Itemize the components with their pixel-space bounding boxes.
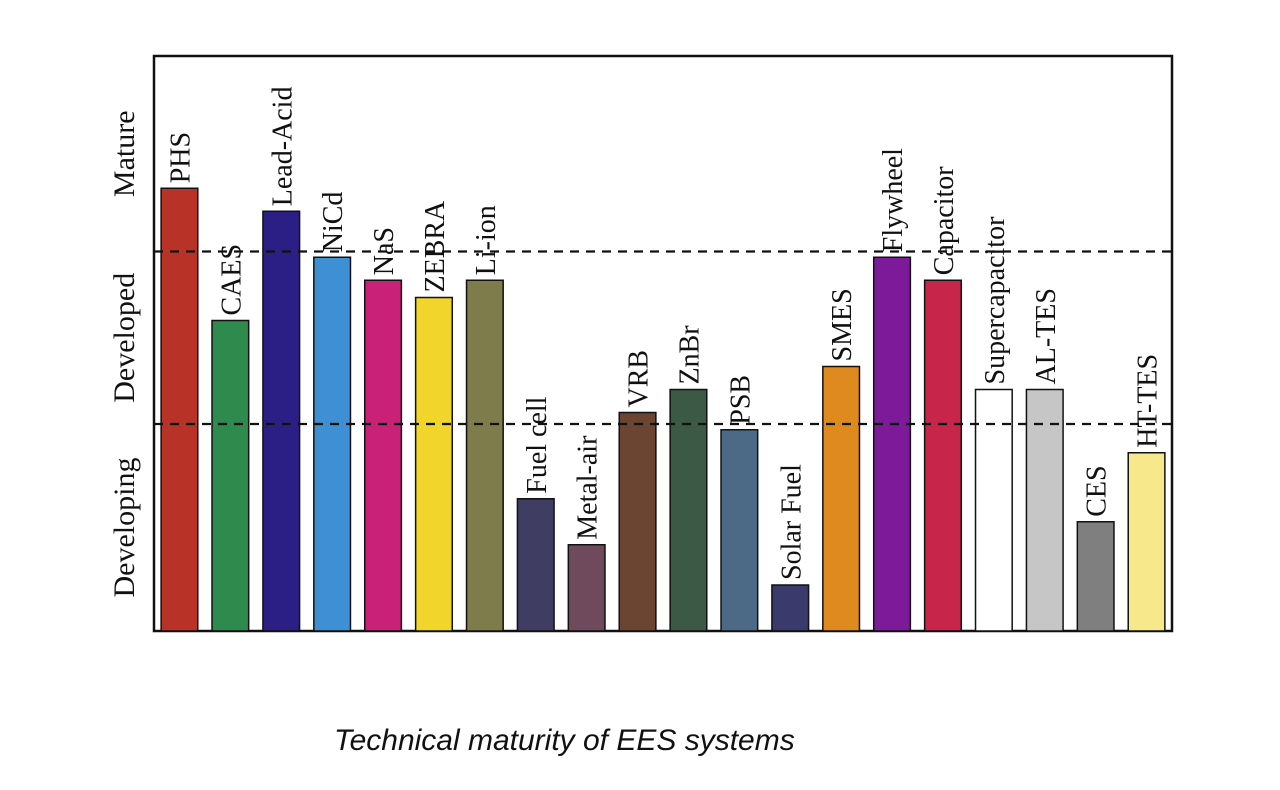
bar-label-6: Li-ion: [471, 205, 502, 275]
plot-frame: [152, 54, 1174, 633]
bar-6: [465, 279, 504, 632]
bar-label-8: Metal-air: [573, 435, 604, 540]
bar-1: [211, 319, 250, 632]
bar-16: [974, 388, 1013, 632]
bar-8: [567, 544, 606, 632]
bar-label-7: Fuel cell: [522, 396, 553, 493]
bar-0: [160, 187, 199, 632]
bar-label-9: VRB: [624, 350, 655, 408]
bar-9: [618, 411, 657, 632]
bar-17: [1025, 388, 1064, 632]
bar-5: [414, 296, 454, 632]
bar-label-18: CES: [1082, 465, 1113, 516]
bar-4: [363, 279, 403, 632]
bar-label-10: ZnBr: [674, 325, 705, 385]
bar-label-13: SMES: [827, 288, 858, 361]
bar-label-12: Solar Fuel: [776, 464, 807, 580]
maturity-label-0: Developing: [108, 458, 141, 598]
bar-14: [872, 256, 912, 632]
bar-13: [822, 365, 861, 632]
bar-2: [262, 210, 301, 632]
bar-10: [669, 388, 708, 632]
bar-label-5: ZEBRA: [420, 200, 451, 293]
bar-label-17: AL-TES: [1031, 288, 1062, 384]
bar-label-16: Supercapacitor: [980, 216, 1011, 385]
maturity-label-2: Mature: [108, 110, 141, 197]
figure-caption: Technical maturity of EES systems: [334, 724, 795, 757]
bar-label-1: CAES: [216, 244, 247, 316]
bar-15: [923, 279, 963, 632]
bar-7: [516, 498, 555, 632]
bar-12: [771, 584, 810, 632]
bar-label-2: Lead-Acid: [267, 87, 298, 207]
bar-label-11: PSB: [725, 375, 756, 425]
bar-11: [720, 429, 759, 632]
bar-3: [313, 256, 352, 632]
maturity-label-1: Developed: [108, 273, 141, 403]
bar-label-15: Capacitor: [929, 166, 960, 276]
bar-label-0: PHS: [165, 132, 196, 183]
bar-19: [1127, 452, 1166, 632]
bar-18: [1076, 521, 1115, 632]
bar-label-19: HT-TES: [1133, 354, 1164, 448]
bar-label-14: Flywheel: [878, 148, 909, 252]
bar-label-3: NiCd: [318, 192, 349, 253]
